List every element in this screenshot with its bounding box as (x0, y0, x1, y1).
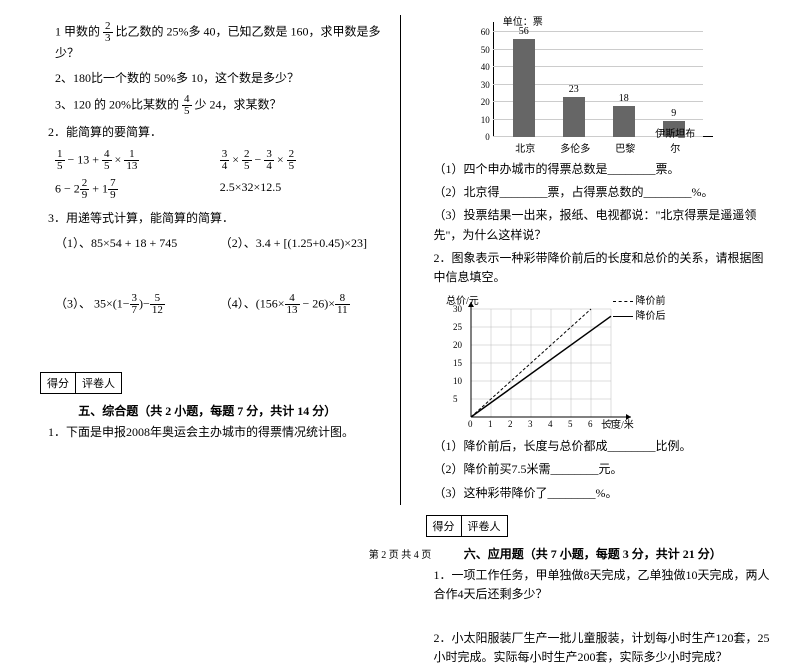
bar (513, 39, 535, 137)
svg-text:10: 10 (453, 376, 463, 386)
eq-b1: 6 − 229 + 179 (55, 178, 220, 201)
sec6-q2: 2．小太阳服装厂生产一批儿童服装，计划每小时生产120套，25小时完成。实际每小… (434, 629, 771, 667)
svg-text:5: 5 (453, 394, 458, 404)
grader-label: 评卷人 (462, 516, 507, 536)
bar (563, 97, 585, 137)
eq-row-d: （3）、 35×(1−37)−512 （4）、(156×413 − 26)×81… (55, 293, 385, 316)
score-label: 得分 (41, 373, 76, 393)
svg-text:0: 0 (468, 419, 473, 429)
eq-b2: 2.5×32×12.5 (220, 178, 385, 201)
eq-a2: 34 × 25 − 34 × 25 (220, 149, 385, 172)
right-column: 单位：票 010203040506056北京23多伦多18巴黎9伊斯坦布尔 （1… (406, 15, 781, 505)
left-column: 1 甲数的 23 比乙数的 25%多 40，已知乙数是 160，求甲数是多少？ … (20, 15, 395, 505)
svg-text:6: 6 (588, 419, 593, 429)
chart2-line-after (471, 316, 611, 417)
eq-c1: （1）、85×54 + 18 + 745 (55, 234, 220, 253)
svg-text:3: 3 (528, 419, 533, 429)
eq-d1: （3）、 35×(1−37)−512 (55, 293, 220, 316)
q1-frac: 23 (103, 21, 113, 44)
c2-q3: （3）这种彩带降价了________%。 (434, 484, 771, 503)
sec5-q1: 1．下面是申报2008年奥运会主办城市的得票情况统计图。 (48, 423, 385, 442)
eq-a1: 15 − 13 + 45 × 113 (55, 149, 220, 172)
sec6-q1: 1．一项工作任务，甲单独做8天完成，乙单独做10天完成，两人合作4天后还剩多少？ (434, 566, 771, 604)
question-1: 1 甲数的 23 比乙数的 25%多 40，已知乙数是 160，求甲数是多少？ (55, 21, 385, 63)
c2-q2: （2）降价前买7.5米需________元。 (434, 460, 771, 479)
question-2: 2、180比一个数的 50%多 10，这个数是多少？ (55, 69, 385, 88)
score-box-5: 得分 评卷人 (40, 372, 122, 394)
section-5-title: 五、综合题（共 2 小题，每题 7 分，共计 14 分） (30, 402, 385, 419)
q3-post: 少 24，求某数？ (195, 98, 282, 112)
q4-title: 2．能简算的要简算． (48, 123, 385, 142)
eq-d2: （4）、(156×413 − 26)×811 (220, 293, 385, 316)
c1-q1: （1）四个申办城市的得票总数是________票。 (434, 160, 771, 179)
eq-c2: （2）、3.4 + [(1.25+0.45)×23] (220, 234, 385, 253)
grader-label: 评卷人 (76, 373, 121, 393)
q3-frac: 45 (182, 94, 192, 117)
q5-title: 3．用递等式计算，能简算的简算． (48, 209, 385, 228)
page-footer: 第 2 页 共 4 页 (0, 546, 800, 561)
svg-text:20: 20 (453, 340, 463, 350)
svg-text:25: 25 (453, 322, 463, 332)
chart2-xlabel: 长度/米 (601, 418, 634, 431)
chart2-ylabel: 总价/元 (446, 294, 479, 307)
bar (613, 106, 635, 138)
column-divider (400, 15, 401, 505)
svg-text:2: 2 (508, 419, 513, 429)
svg-text:1: 1 (488, 419, 493, 429)
eq-row-b: 6 − 229 + 179 2.5×32×12.5 (55, 178, 385, 201)
page: 1 甲数的 23 比乙数的 25%多 40，已知乙数是 160，求甲数是多少？ … (0, 0, 800, 535)
score-label: 得分 (427, 516, 462, 536)
c1-q2: （2）北京得________票，占得票总数的________%。 (434, 183, 771, 202)
line-chart: 降价前 降价后 0123456751015202530 总价/元 长度/米 (446, 292, 646, 432)
eq-row-a: 15 − 13 + 45 × 113 34 × 25 − 34 × 25 (55, 149, 385, 172)
svg-text:4: 4 (548, 419, 553, 429)
chart2-svg: 0123456751015202530 总价/元 长度/米 (446, 292, 646, 432)
q2-title: 2．图象表示一种彩带降价前后的长度和总价的关系，请根据图中信息填空。 (434, 249, 771, 287)
eq-row-c: （1）、85×54 + 18 + 745 （2）、3.4 + [(1.25+0.… (55, 234, 385, 253)
svg-text:15: 15 (453, 358, 463, 368)
q3-pre: 3、120 的 20%比某数的 (55, 98, 179, 112)
chart1-yaxis (493, 22, 494, 137)
score-box-6: 得分 评卷人 (426, 515, 508, 537)
c1-q3: （3）投票结果一出来，报纸、电视都说："北京得票是遥遥领先"，为什么这样说？ (434, 206, 771, 244)
c2-q1: （1）降价前后，长度与总价都成________比例。 (434, 437, 771, 456)
bar-chart: 单位：票 010203040506056北京23多伦多18巴黎9伊斯坦布尔 (463, 15, 723, 155)
question-3: 3、120 的 20%比某数的 45 少 24，求某数？ (55, 94, 385, 117)
svg-text:5: 5 (568, 419, 573, 429)
q1-pre: 1 甲数的 (55, 24, 100, 38)
